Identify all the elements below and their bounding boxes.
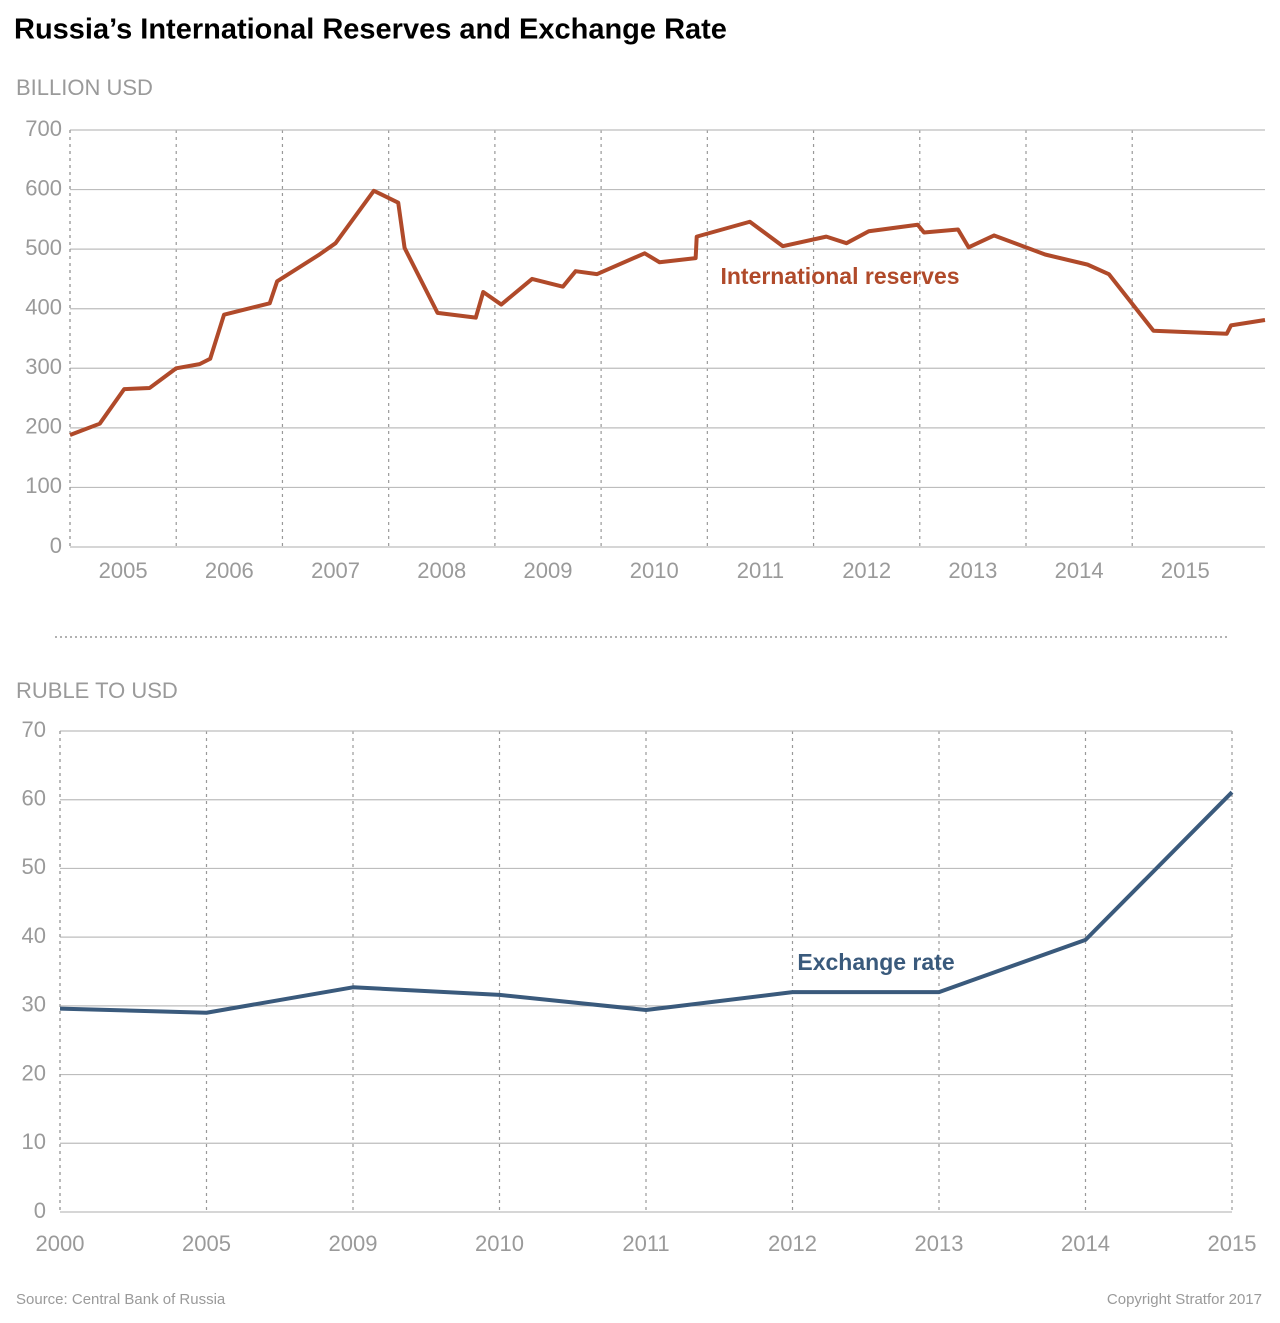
- x-tick-label: 2014: [1055, 558, 1104, 583]
- y-tick-label: 600: [25, 175, 62, 200]
- series-label: Exchange rate: [797, 949, 954, 975]
- y-axis-label: RUBLE TO USD: [16, 678, 178, 703]
- y-tick-label: 300: [25, 354, 62, 379]
- x-tick-label: 2013: [915, 1231, 964, 1256]
- x-tick-label: 2013: [948, 558, 997, 583]
- y-tick-label: 200: [25, 414, 62, 439]
- y-tick-label: 0: [34, 1198, 46, 1223]
- x-tick-label: 2005: [99, 558, 148, 583]
- y-tick-label: 30: [22, 992, 46, 1017]
- y-tick-label: 60: [22, 786, 46, 811]
- y-tick-label: 40: [22, 923, 46, 948]
- data-line: [59, 790, 1234, 1015]
- x-tick-label: 2012: [768, 1231, 817, 1256]
- y-tick-label: 700: [25, 116, 62, 141]
- x-tick-label: 2000: [36, 1231, 85, 1256]
- series-label: International reserves: [720, 263, 959, 289]
- y-tick-label: 20: [22, 1060, 46, 1085]
- y-tick-label: 500: [25, 235, 62, 260]
- x-tick-label: 2006: [205, 558, 254, 583]
- chart-title: Russia’s International Reserves and Exch…: [14, 14, 727, 46]
- y-axis-label: BILLION USD: [16, 75, 153, 100]
- x-tick-label: 2012: [842, 558, 891, 583]
- x-tick-label: 2009: [524, 558, 573, 583]
- y-tick-label: 50: [22, 854, 46, 879]
- x-tick-label: 2011: [622, 1231, 669, 1256]
- data-line: [69, 188, 1266, 437]
- y-tick-label: 100: [25, 473, 62, 498]
- copyright: Copyright Stratfor 2017: [1107, 1291, 1262, 1308]
- x-tick-label: 2005: [182, 1231, 231, 1256]
- x-tick-label: 2015: [1208, 1231, 1257, 1256]
- y-tick-label: 10: [22, 1129, 46, 1154]
- x-tick-label: 2008: [417, 558, 466, 583]
- x-tick-label: 2014: [1061, 1231, 1110, 1256]
- x-tick-label: 2015: [1161, 558, 1210, 583]
- x-tick-label: 2010: [475, 1231, 524, 1256]
- y-tick-label: 70: [22, 717, 46, 742]
- x-tick-label: 2009: [329, 1231, 378, 1256]
- x-tick-label: 2011: [737, 558, 784, 583]
- source: Source: Central Bank of Russia: [16, 1291, 226, 1308]
- x-tick-label: 2010: [630, 558, 679, 583]
- y-tick-label: 400: [25, 295, 62, 320]
- x-tick-label: 2007: [311, 558, 360, 583]
- y-tick-label: 0: [50, 533, 62, 558]
